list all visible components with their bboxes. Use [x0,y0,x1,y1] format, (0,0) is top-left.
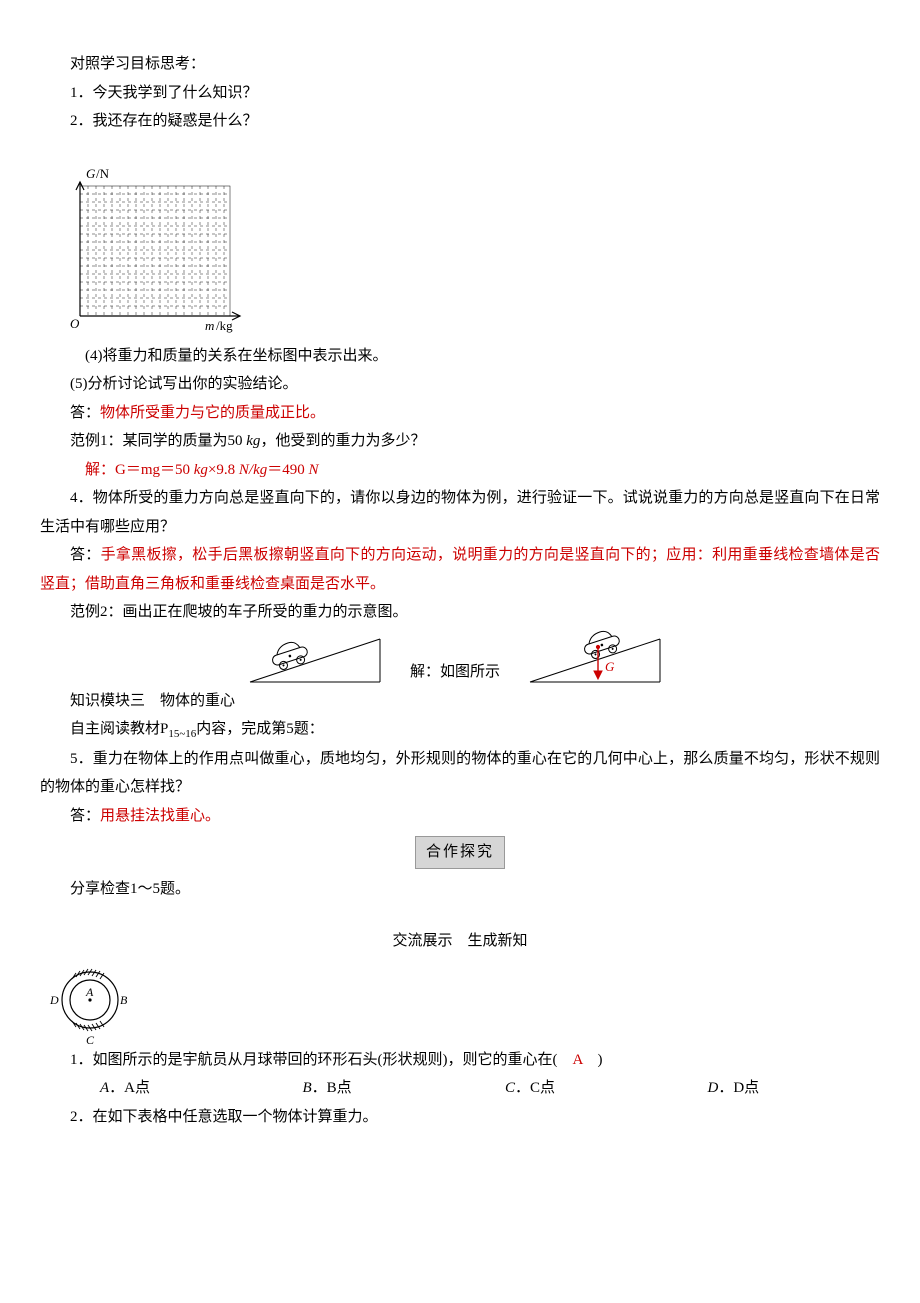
example2-figures: 解：如图所示 G [40,627,880,687]
option-d: D．D点 [678,1074,881,1103]
grid-figure: G /N [40,166,880,336]
ex1-u3: N [309,462,319,478]
q1-text: 1．如图所示的是宇航员从月球带回的环形石头(形状规则)，则它的重心在( [70,1052,573,1068]
m3-c: 内容，完成第5题： [196,721,324,737]
slope-car-right: G [520,627,680,687]
grid-xlabel-unit: /kg [216,318,233,333]
coop-banner: 合作探究 [415,836,505,869]
q4: (4)将重力和质量的关系在坐标图中表示出来。 [40,342,880,371]
answer-prefix: 答： [70,808,100,824]
q5-answer: 答：物体所受重力与它的质量成正比。 [40,399,880,428]
q1-answer: A [573,1052,583,1068]
q-gravity-dir-answer: 答：手拿黑板擦，松手后黑板擦朝竖直向下的方向运动，说明重力的方向是竖直向下的；应… [40,541,880,598]
ex1-m3: ＝490 [267,462,308,478]
example1-solution: 解：G＝mg＝50 kg×9.8 N/kg＝490 N [40,456,880,485]
example2: 范例2：画出正在爬坡的车子所受的重力的示意图。 [40,598,880,627]
share-check: 分享检查1～5题。 [40,875,880,904]
m3-a: 自主阅读教材P [70,721,168,737]
reflect-q2: 2．我还存在的疑惑是什么？ [40,107,880,136]
q5-centroid-answer: 答：用悬挂法找重心。 [40,802,880,831]
q2-table-calc: 2．在如下表格中任意选取一个物体计算重力。 [40,1103,880,1132]
module3-title: 知识模块三 物体的重心 [40,687,880,716]
option-c: C．C点 [475,1074,678,1103]
q5-answer-text: 物体所受重力与它的质量成正比。 [100,405,325,421]
ring-D: D [49,993,59,1007]
ring-A: A [85,985,94,999]
ex1-m2: ×9.8 [208,462,239,478]
ex1-u1: kg [194,462,208,478]
module3-reading: 自主阅读教材P15~16内容，完成第5题： [40,715,880,745]
grid-xlabel-m: m [205,318,214,333]
m3-b: 15~16 [168,728,196,740]
gravity-dir-answer-text: 手拿黑板擦，松手后黑板擦朝竖直向下的方向运动，说明重力的方向是竖直向下的；应用：… [40,547,880,592]
gravity-label: G [605,659,615,674]
q1-tail: ) [583,1052,603,1068]
option-a: A．A点 [70,1074,273,1103]
centroid-answer-text: 用悬挂法找重心。 [100,808,220,824]
ex1-u2: N/kg [239,462,267,478]
grid-ylabel: G [86,166,96,181]
answer-prefix: 答： [70,547,101,563]
q-gravity-dir: 4．物体所受的重力方向总是竖直向下的，请你以身边的物体为例，进行验证一下。试说说… [40,484,880,541]
grid-ylabel-unit: /N [96,166,110,181]
ring-C: C [86,1033,95,1046]
option-b: B．B点 [273,1074,476,1103]
q5-centroid: 5．重力在物体上的作用点叫做重心，质地均匀，外形规则的物体的重心在它的几何中心上… [40,745,880,802]
option-row: A．A点 B．B点 C．C点 D．D点 [40,1074,880,1103]
ex1-pre: 解：G＝mg＝50 [85,462,194,478]
q5: (5)分析讨论试写出你的实验结论。 [40,370,880,399]
reflect-q1: 1．今天我学到了什么知识？ [40,79,880,108]
answer-prefix: 答： [70,405,100,421]
grid-origin: O [70,316,80,331]
ring-B: B [120,993,128,1007]
example1: 范例1：某同学的质量为50 kg，他受到的重力为多少？ [40,427,880,456]
ring-question: 1．如图所示的是宇航员从月球带回的环形石头(形状规则)，则它的重心在( A ) [40,1046,880,1075]
reflect-heading: 对照学习目标思考： [40,50,880,79]
ring-figure: A B C D [40,956,880,1046]
slope-car-left [240,627,390,687]
new-knowledge-heading: 交流展示 生成新知 [40,927,880,956]
example2-solution-label: 解：如图所示 [410,658,500,687]
